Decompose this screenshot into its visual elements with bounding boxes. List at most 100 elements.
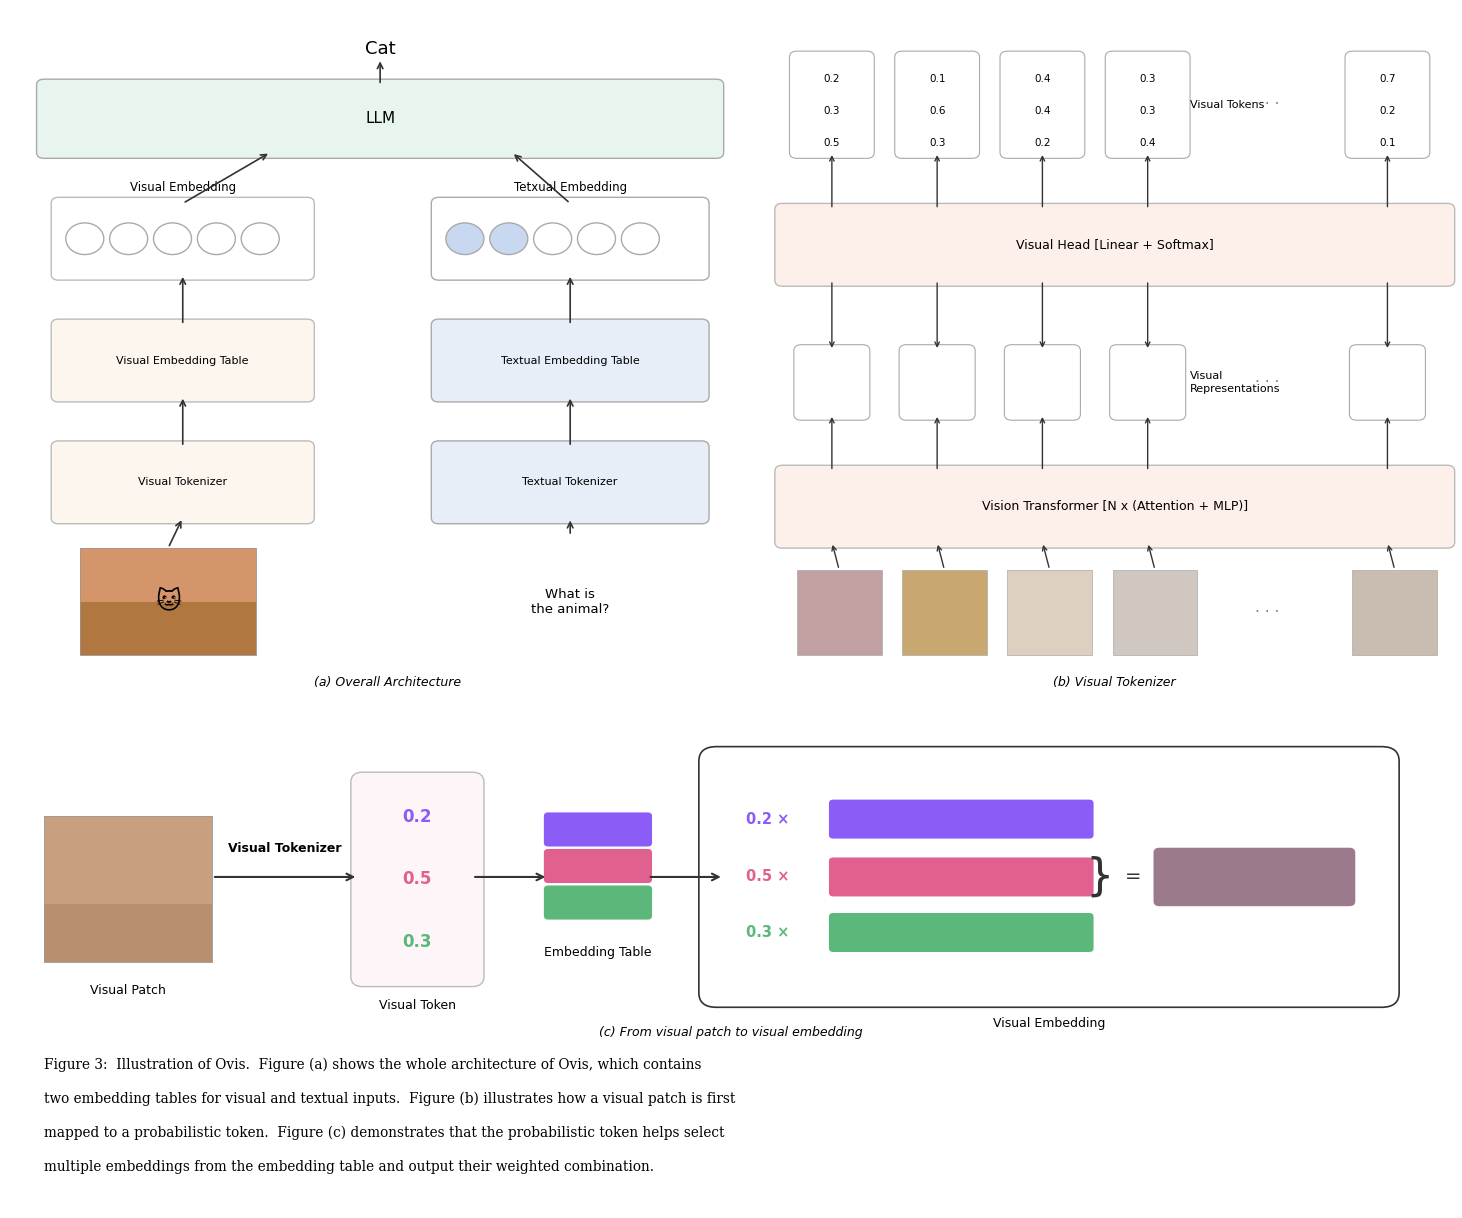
Text: multiple embeddings from the embedding table and output their weighted combinati: multiple embeddings from the embedding t… <box>44 1160 654 1173</box>
Text: 0.5: 0.5 <box>823 138 841 147</box>
Text: Tetxual Embedding: Tetxual Embedding <box>513 180 627 194</box>
FancyBboxPatch shape <box>829 857 1094 896</box>
Text: 0.2: 0.2 <box>1034 138 1051 147</box>
Text: Visual Head [Linear + Softmax]: Visual Head [Linear + Softmax] <box>1016 239 1213 251</box>
Text: 0.3: 0.3 <box>823 106 841 116</box>
Text: Visual Tokenizer: Visual Tokenizer <box>139 477 227 487</box>
FancyBboxPatch shape <box>1007 570 1092 655</box>
FancyBboxPatch shape <box>1154 848 1355 906</box>
Text: LLM: LLM <box>366 111 395 127</box>
Text: Textual Embedding Table: Textual Embedding Table <box>501 356 639 365</box>
FancyBboxPatch shape <box>37 79 724 158</box>
Text: Textual Tokenizer: Textual Tokenizer <box>522 477 618 487</box>
FancyBboxPatch shape <box>797 570 882 655</box>
FancyBboxPatch shape <box>895 51 980 158</box>
FancyBboxPatch shape <box>44 816 212 962</box>
FancyBboxPatch shape <box>775 203 1455 286</box>
Text: Visual Patch: Visual Patch <box>91 984 165 998</box>
FancyBboxPatch shape <box>51 441 314 524</box>
Circle shape <box>110 223 148 255</box>
Text: 0.3: 0.3 <box>402 933 433 951</box>
Text: (c) From visual patch to visual embedding: (c) From visual patch to visual embeddin… <box>599 1026 863 1039</box>
Circle shape <box>446 223 484 255</box>
FancyBboxPatch shape <box>80 548 256 602</box>
FancyBboxPatch shape <box>51 197 314 280</box>
Text: 0.2: 0.2 <box>823 74 841 84</box>
Text: }: } <box>1085 855 1114 899</box>
FancyBboxPatch shape <box>829 799 1094 838</box>
Text: Visual
Representations: Visual Representations <box>1190 370 1281 395</box>
FancyBboxPatch shape <box>44 904 212 962</box>
Text: Visual Embedding: Visual Embedding <box>130 180 235 194</box>
Circle shape <box>154 223 192 255</box>
Text: 0.1: 0.1 <box>1379 138 1396 147</box>
Text: Visual Token: Visual Token <box>379 999 456 1012</box>
Text: 0.3: 0.3 <box>1139 74 1156 84</box>
FancyBboxPatch shape <box>431 319 709 402</box>
Text: Embedding Table: Embedding Table <box>544 946 652 960</box>
Circle shape <box>577 223 616 255</box>
Text: (b) Visual Tokenizer: (b) Visual Tokenizer <box>1054 676 1175 689</box>
FancyBboxPatch shape <box>1352 570 1437 655</box>
FancyBboxPatch shape <box>431 197 709 280</box>
Text: Cat: Cat <box>366 40 395 57</box>
Circle shape <box>66 223 104 255</box>
Text: 0.5 ×: 0.5 × <box>746 870 789 884</box>
Text: 0.6: 0.6 <box>928 106 946 116</box>
Text: 0.3: 0.3 <box>928 138 946 147</box>
FancyBboxPatch shape <box>80 548 256 655</box>
FancyBboxPatch shape <box>544 885 652 920</box>
Text: Figure 3:  Illustration of Ovis.  Figure (a) shows the whole architecture of Ovi: Figure 3: Illustration of Ovis. Figure (… <box>44 1057 702 1072</box>
Text: 0.2 ×: 0.2 × <box>746 811 789 827</box>
Circle shape <box>241 223 279 255</box>
Circle shape <box>197 223 235 255</box>
FancyBboxPatch shape <box>829 914 1094 952</box>
FancyBboxPatch shape <box>44 816 212 904</box>
FancyBboxPatch shape <box>794 345 870 420</box>
Text: Visual Embedding Table: Visual Embedding Table <box>117 356 249 365</box>
Text: · · ·: · · · <box>1256 605 1279 620</box>
Text: Visual Tokenizer: Visual Tokenizer <box>228 842 342 855</box>
Text: (a) Overall Architecture: (a) Overall Architecture <box>314 676 461 689</box>
Circle shape <box>490 223 528 255</box>
FancyBboxPatch shape <box>699 747 1399 1007</box>
Text: · · ·: · · · <box>1256 375 1279 390</box>
Text: 0.3 ×: 0.3 × <box>746 924 789 940</box>
FancyBboxPatch shape <box>902 570 987 655</box>
Text: 0.3: 0.3 <box>1139 106 1156 116</box>
Text: 0.5: 0.5 <box>402 871 433 888</box>
Text: Visual Tokens: Visual Tokens <box>1190 100 1265 110</box>
Text: · · ·: · · · <box>1256 97 1279 112</box>
Circle shape <box>621 223 659 255</box>
FancyBboxPatch shape <box>544 812 652 847</box>
Circle shape <box>534 223 572 255</box>
Text: 0.4: 0.4 <box>1034 74 1051 84</box>
FancyBboxPatch shape <box>789 51 874 158</box>
Text: 0.7: 0.7 <box>1379 74 1396 84</box>
FancyBboxPatch shape <box>80 602 256 655</box>
Text: Vision Transformer [N x (Attention + MLP)]: Vision Transformer [N x (Attention + MLP… <box>981 501 1249 513</box>
FancyBboxPatch shape <box>899 345 975 420</box>
FancyBboxPatch shape <box>1004 345 1080 420</box>
Text: 0.2: 0.2 <box>402 808 433 826</box>
Text: mapped to a probabilistic token.  Figure (c) demonstrates that the probabilistic: mapped to a probabilistic token. Figure … <box>44 1125 724 1140</box>
Text: 0.4: 0.4 <box>1139 138 1156 147</box>
Text: What is
the animal?: What is the animal? <box>531 588 610 615</box>
Text: two embedding tables for visual and textual inputs.  Figure (b) illustrates how : two embedding tables for visual and text… <box>44 1091 735 1106</box>
FancyBboxPatch shape <box>51 319 314 402</box>
FancyBboxPatch shape <box>1105 51 1190 158</box>
Text: 0.4: 0.4 <box>1034 106 1051 116</box>
Text: =: = <box>1124 867 1142 887</box>
Text: 0.2: 0.2 <box>1379 106 1396 116</box>
FancyBboxPatch shape <box>1349 345 1425 420</box>
FancyBboxPatch shape <box>351 772 484 987</box>
Text: 0.1: 0.1 <box>928 74 946 84</box>
FancyBboxPatch shape <box>544 849 652 883</box>
FancyBboxPatch shape <box>775 465 1455 548</box>
FancyBboxPatch shape <box>1113 570 1197 655</box>
Text: 🐱: 🐱 <box>155 590 181 614</box>
Text: Visual Embedding: Visual Embedding <box>993 1017 1105 1030</box>
FancyBboxPatch shape <box>1345 51 1430 158</box>
FancyBboxPatch shape <box>1110 345 1186 420</box>
FancyBboxPatch shape <box>431 441 709 524</box>
